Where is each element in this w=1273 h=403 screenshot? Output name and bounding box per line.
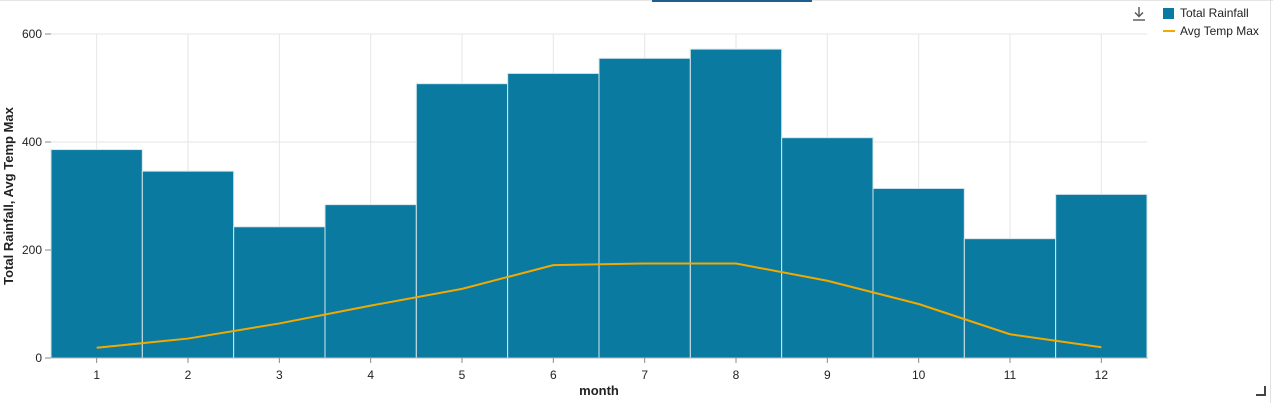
active-tab-indicator [652,0,812,2]
resize-handle-icon[interactable] [1256,386,1266,396]
legend-item-avg-temp-max[interactable]: Avg Temp Max [1163,22,1259,40]
y-tick-label: 0 [35,351,42,365]
bar-total-rainfall-month-9[interactable] [781,137,874,359]
bar-total-rainfall-month-4[interactable] [324,204,417,359]
bar-total-rainfall-month-5[interactable] [415,83,509,359]
y-tick-labels: 0 200 400 600 [22,27,51,365]
legend-label-total-rainfall: Total Rainfall [1180,6,1249,20]
bar-total-rainfall-month-3[interactable] [233,226,326,359]
top-border [0,0,1273,1]
y-tick-label: 600 [22,27,42,41]
bar-total-rainfall-month-1[interactable] [50,149,143,359]
legend-item-total-rainfall[interactable]: Total Rainfall [1163,4,1259,22]
x-tick-label: 3 [276,368,283,382]
bar-total-rainfall-month-8[interactable] [689,48,783,359]
x-tick-label: 7 [641,368,648,382]
x-tick-label: 10 [912,368,926,382]
x-tick-label: 8 [733,368,740,382]
bar-total-rainfall-month-11[interactable] [963,238,1057,359]
y-tick-label: 400 [22,135,42,149]
y-axis-label: Total Rainfall, Avg Temp Max [1,106,16,284]
y-tick-label: 200 [22,243,42,257]
legend: Total Rainfall Avg Temp Max [1163,4,1259,40]
x-tick-label: 6 [550,368,557,382]
x-tick-label: 4 [367,368,374,382]
x-tick-label: 2 [185,368,192,382]
bar-total-rainfall-month-7[interactable] [598,57,691,359]
legend-swatch-total-rainfall [1163,7,1174,19]
x-tick-label: 12 [1095,368,1109,382]
bar-total-rainfall-month-12[interactable] [1055,193,1148,359]
bar-total-rainfall-month-10[interactable] [872,187,965,359]
line-avg-temp-max[interactable] [96,262,1102,349]
panel-right-border [1270,0,1271,403]
x-tick-label: 1 [93,368,100,382]
bar-total-rainfall-month-6[interactable] [507,72,600,359]
bar-total-rainfall-month-2[interactable] [141,170,235,359]
download-icon[interactable] [1131,5,1147,23]
x-tick-labels: 1 2 3 4 5 6 7 8 9 10 11 12 [93,358,1108,382]
x-axis-label: month [579,383,619,398]
x-tick-label: 5 [459,368,466,382]
line-series [96,262,1102,349]
x-tick-label: 9 [824,368,831,382]
bar-series [50,48,1148,359]
x-tick-label: 11 [1004,368,1017,382]
legend-label-avg-temp-max: Avg Temp Max [1180,24,1259,38]
legend-swatch-avg-temp-max [1163,30,1175,32]
